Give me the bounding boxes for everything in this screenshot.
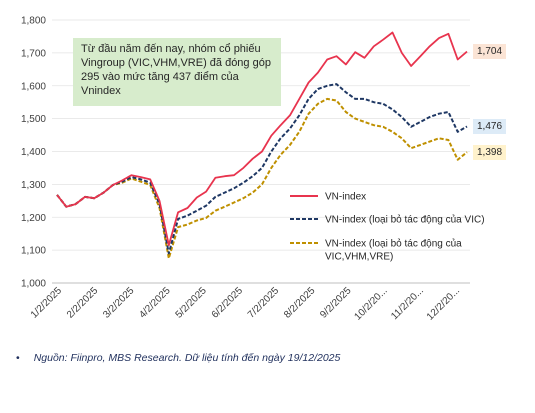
- y-tick-label: 1,300: [21, 180, 46, 191]
- source-note: • Nguồn: Fiinpro, MBS Research. Dữ liệu t…: [16, 352, 340, 364]
- x-tick-label: 11/2/20...: [389, 285, 426, 322]
- annotation-box: Từ đầu năm đến nay, nhóm cổ phiếu Vingro…: [73, 38, 281, 106]
- x-tick-label: 9/2/2025: [318, 285, 354, 321]
- y-tick-label: 1,400: [21, 147, 46, 158]
- legend-label-1: VN-index: [325, 192, 366, 203]
- x-tick-label: 4/2/2025: [137, 285, 173, 321]
- source-text: Nguồn: Fiinpro, MBS Research. Dữ liệu tí…: [33, 352, 341, 364]
- y-tick-label: 1,100: [21, 246, 46, 257]
- series-lines: [56, 31, 468, 260]
- bullet-icon: •: [16, 352, 20, 364]
- x-axis-ticks: 1/2/2025 2/2/2025 3/2/2025 4/2/2025 5/2/2025…: [29, 285, 462, 323]
- y-tick-label: 1,000: [21, 279, 46, 290]
- legend: VN-index VN-index (loại bỏ tác động của V…: [290, 192, 485, 263]
- y-tick-label: 1,600: [21, 81, 46, 92]
- legend-label-3: VIC,VHM,VRE): [325, 252, 393, 263]
- x-tick-label: 8/2/2025: [282, 285, 318, 321]
- end-label-3: 1,398: [473, 144, 507, 160]
- x-tick-label: 10/2/20...: [352, 285, 389, 322]
- series-line-3: [56, 97, 468, 260]
- end-label-1: 1,704: [473, 44, 507, 60]
- x-tick-label: 3/2/2025: [101, 285, 137, 321]
- x-tick-label: 6/2/2025: [210, 285, 246, 321]
- legend-label-2: VN-index (loại bỏ tác động của VIC): [325, 214, 485, 226]
- x-tick-label: 1/2/2025: [29, 285, 65, 321]
- series-line-2: [56, 83, 468, 255]
- y-tick-label: 1,500: [21, 114, 46, 125]
- end-label-2: 1,476: [473, 119, 507, 134]
- y-tick-label: 1,200: [21, 213, 46, 224]
- x-tick-label: 5/2/2025: [174, 285, 210, 321]
- series-line-1: [56, 31, 468, 247]
- y-axis-ticks: 1,000 1,100 1,200 1,300 1,400 1,500 1,600 1,700…: [21, 16, 46, 290]
- y-tick-label: 1,700: [21, 48, 46, 59]
- x-tick-label: 2/2/2025: [65, 285, 101, 321]
- y-tick-label: 1,800: [21, 16, 46, 27]
- x-tick-label: 12/2/20...: [425, 285, 462, 322]
- legend-label-3: VN-index (loại bỏ tác động của: [325, 238, 462, 250]
- x-tick-label: 7/2/2025: [246, 285, 282, 321]
